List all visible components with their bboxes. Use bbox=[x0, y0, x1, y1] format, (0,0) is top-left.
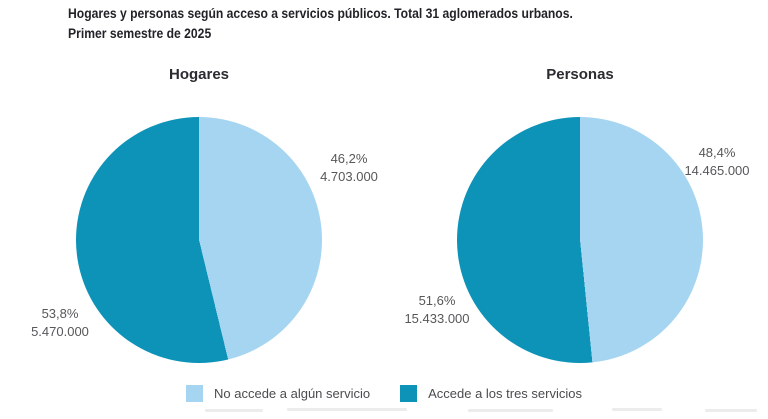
legend-label-no-accede: No accede a algún servicio bbox=[214, 386, 371, 401]
pct-value: 53,8% bbox=[41, 306, 79, 321]
cropped-text-artifact bbox=[287, 408, 407, 411]
slice-label-personas-no-accede: 48,4% 14.465.000 bbox=[662, 144, 768, 180]
cropped-text-artifact bbox=[705, 409, 757, 412]
legend-swatch-dark-icon bbox=[400, 385, 418, 402]
title-line-2: Primer semestre de 2025 bbox=[68, 26, 212, 41]
legend: No accede a algún servicio Accede a los … bbox=[0, 385, 768, 402]
legend-item-no-accede: No accede a algún servicio bbox=[186, 385, 370, 402]
cropped-text-artifact bbox=[612, 408, 662, 411]
abs-value: 4.703.000 bbox=[320, 169, 378, 184]
slice-label-hogares-no-accede: 46,2% 4.703.000 bbox=[294, 150, 404, 186]
abs-value: 15.433.000 bbox=[404, 311, 470, 326]
chart-title-hogares: Hogares bbox=[168, 66, 230, 83]
pie-hogares bbox=[76, 117, 322, 363]
legend-item-accede: Accede a los tres servicios bbox=[400, 385, 582, 402]
abs-value: 14.465.000 bbox=[684, 163, 750, 178]
pct-value: 48,4% bbox=[698, 145, 736, 160]
slice-label-personas-accede: 51,6% 15.433.000 bbox=[382, 292, 492, 328]
abs-value: 5.470.000 bbox=[31, 324, 89, 339]
cropped-text-artifact bbox=[468, 409, 553, 412]
legend-swatch-light-icon bbox=[186, 385, 203, 402]
cropped-text-artifact bbox=[205, 409, 263, 412]
document-title: Hogares y personas según acceso a servic… bbox=[68, 4, 573, 44]
pct-value: 51,6% bbox=[418, 293, 456, 308]
legend-label-accede: Accede a los tres servicios bbox=[428, 386, 582, 401]
pie-personas bbox=[457, 117, 703, 363]
slice-label-hogares-accede: 53,8% 5.470.000 bbox=[5, 305, 115, 341]
pct-value: 46,2% bbox=[330, 151, 368, 166]
title-line-1: Hogares y personas según acceso a servic… bbox=[68, 6, 573, 21]
chart-title-personas: Personas bbox=[546, 66, 614, 83]
